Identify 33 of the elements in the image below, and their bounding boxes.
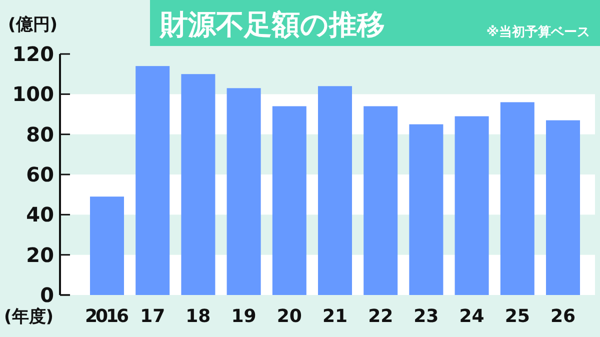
y-axis-title: (億円) <box>8 15 58 35</box>
x-axis-title: (年度) <box>4 307 54 327</box>
bar <box>272 106 306 295</box>
bar <box>546 120 580 295</box>
x-tick-label: 20 <box>276 306 302 327</box>
text: ※当初予算ベース <box>486 24 590 40</box>
y-tick-label: 100 <box>12 82 54 106</box>
bar <box>90 196 124 295</box>
bar <box>500 102 534 295</box>
x-tick-label: 23 <box>414 306 439 327</box>
bar <box>136 66 170 295</box>
x-tick-label: 18 <box>186 306 211 327</box>
y-tick-label: 60 <box>26 162 54 186</box>
x-tick-label: 24 <box>459 306 484 327</box>
chart-title: 財源不足額の推移 <box>159 8 385 41</box>
y-tick-label: 0 <box>40 283 54 307</box>
y-tick-label: 80 <box>26 122 54 146</box>
bar <box>364 106 398 295</box>
bar <box>409 124 444 295</box>
x-tick-label: 25 <box>504 306 530 327</box>
x-tick-label: 22 <box>368 306 394 327</box>
x-tick-label: 17 <box>140 306 166 327</box>
y-tick-label: 20 <box>26 242 54 267</box>
x-tick-label: 26 <box>550 306 576 327</box>
x-tick-label: 19 <box>231 306 256 327</box>
y-tick-label: 40 <box>26 202 54 227</box>
bar <box>226 88 261 295</box>
bar <box>181 74 216 295</box>
bar <box>454 116 489 295</box>
y-tick-label: 120 <box>12 42 54 66</box>
x-tick-label: 2016 <box>85 306 129 327</box>
x-tick-label: 21 <box>322 306 348 327</box>
bar <box>318 86 352 295</box>
